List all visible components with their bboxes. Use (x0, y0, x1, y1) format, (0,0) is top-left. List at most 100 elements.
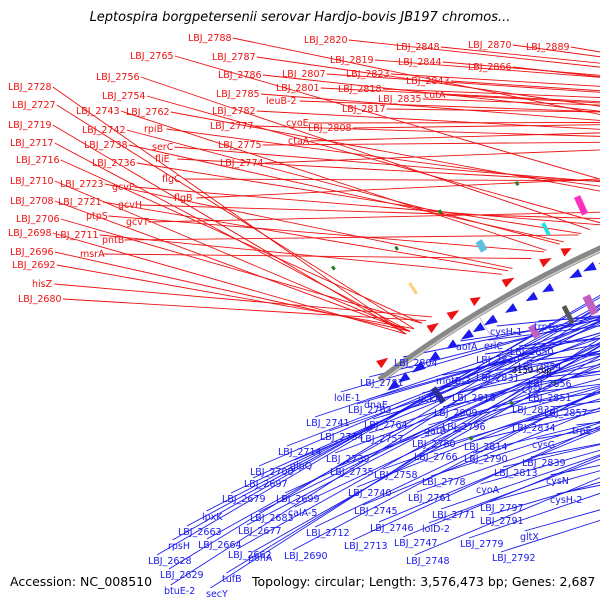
gene-label: LBJ_2727 (12, 100, 56, 111)
outer-marker (514, 181, 520, 186)
gene-label: LBJ_2719 (8, 120, 52, 131)
gene-label: LBJ_2738 (84, 140, 128, 151)
gene-label: LBJ_2679 (222, 494, 266, 505)
gene-label: LBJ_2850 (510, 347, 554, 358)
reverse-gene-arrow (542, 283, 555, 293)
inner-feature-block (582, 294, 599, 316)
leader-line (299, 100, 600, 113)
gene-label: LBJ_2677 (238, 526, 282, 537)
gene-label: LBJ_2814 (464, 442, 508, 453)
gene-label: LBJ_2813 (494, 468, 538, 479)
gene-label: gcvH (118, 200, 142, 211)
leader-line (196, 178, 600, 199)
gene-label: gcvT (126, 217, 149, 228)
gene-label: LBJ_2830 (476, 355, 520, 366)
gene-label: LBJ_2782 (212, 106, 256, 117)
leader-line (166, 128, 600, 187)
leader-line (374, 59, 600, 78)
gene-label: LBJ_2792 (492, 553, 536, 564)
gene-label: hisZ (32, 279, 53, 290)
gene-label: LBJ_2820 (304, 35, 348, 46)
accession-text: Accession: NC_008510 (10, 574, 153, 589)
leader-line (54, 251, 411, 332)
gene-label: serC (152, 142, 174, 153)
gene-label: LBJ_2696 (10, 247, 54, 258)
leader-line (314, 321, 600, 418)
gene-label: cysH-2 (550, 495, 582, 506)
tick-label: 3150 kbp (512, 366, 552, 376)
gene-labels: LBJ_2680 LBJ_2692 LBJ_2696 LBJ_2698 LBJ_2706… (8, 33, 592, 600)
gene-label: lolE-1 (334, 393, 361, 404)
forward-gene-arrow (376, 357, 389, 369)
leader-line (54, 180, 411, 332)
gene-label: LBJ_2742 (82, 125, 126, 136)
backbone-arc (377, 245, 600, 384)
leader-line (246, 341, 600, 526)
leader-line (314, 390, 600, 528)
gene-label: LBJ_2662 (228, 550, 272, 561)
leader-line (232, 37, 600, 116)
gene-label: LBJ_2779 (460, 539, 504, 550)
leader-line (236, 345, 600, 550)
gene-label: cutA (424, 90, 446, 101)
gene-label: LBJ_2785 (216, 89, 260, 100)
gene-label: LBJ_2791 (480, 516, 524, 527)
gene-label: LBJ_2866 (468, 62, 512, 73)
gene-label: gltX (520, 532, 539, 543)
gene-label: LBJ_2788 (188, 33, 232, 44)
gene-label: LBJ_2816 (452, 393, 496, 404)
leader-line (292, 388, 600, 551)
gene-label: LBJ_2790 (464, 454, 508, 465)
outer-feature-block (541, 222, 551, 236)
inner-feature-block (430, 386, 446, 405)
reverse-gene-arrow (569, 268, 583, 279)
gene-label: LBJ_2748 (406, 556, 450, 567)
map-title: Leptospira borgpetersenii serovar Hardjo… (89, 10, 511, 25)
gene-label: aofA (456, 342, 478, 353)
gene-label: LBJ_2690 (284, 551, 328, 562)
gene-label: LBJ_2734 (320, 432, 364, 443)
leader-line (226, 344, 600, 574)
leader-line (352, 124, 600, 129)
leader-line (252, 322, 600, 479)
leader-line (104, 183, 513, 269)
gene-label: LBJ_2809 (434, 408, 478, 419)
leader-line (356, 332, 600, 405)
gene-label: LBJ_2839 (522, 458, 566, 469)
leader-line (422, 398, 600, 452)
gene-label: LBJ_2778 (422, 477, 466, 488)
reverse-gene-arrow (472, 322, 486, 333)
inner-feature-block (528, 324, 541, 339)
outer-marker (394, 245, 399, 251)
gene-label: LBJ_2807 (282, 69, 326, 80)
leader-line (422, 350, 600, 394)
gene-label: cysN (546, 476, 569, 487)
gene-label: LBJ_2711 (55, 230, 99, 241)
outer-feature-block (475, 239, 488, 253)
gene-label: LBJ_2848 (396, 42, 440, 53)
gene-label: cyoE (286, 118, 309, 129)
gene-label: LBJ_2764 (364, 420, 408, 431)
gene-label: LBJ_2683 (250, 513, 294, 524)
gene-label: LBJ_2735 (330, 467, 374, 478)
forward-gene-arrow (501, 277, 515, 288)
leader-line (148, 211, 600, 223)
leader-line (420, 387, 600, 439)
forward-gene-arrow (469, 297, 481, 307)
gene-label: LBJ_2870 (468, 40, 512, 51)
gene-label: eriC (484, 341, 503, 352)
gene-label: LBJ_2699 (276, 494, 320, 505)
gene-label: gcvP (112, 182, 135, 193)
gene-label: LBJ_2754 (102, 91, 146, 102)
gene-label: cyoA (476, 485, 500, 496)
leader-line (402, 455, 600, 538)
inner-feature-block (561, 305, 575, 325)
gene-label: LBJ_2714 (278, 447, 322, 458)
gene-label: LBJ_2780 (412, 439, 456, 450)
gene-label: LBJ_2723 (60, 179, 104, 190)
gene-label: LBJ_2843 (406, 76, 450, 87)
leader-line (134, 186, 600, 226)
gene-label: lpxK (202, 512, 223, 523)
reverse-gene-arrow (460, 329, 474, 340)
